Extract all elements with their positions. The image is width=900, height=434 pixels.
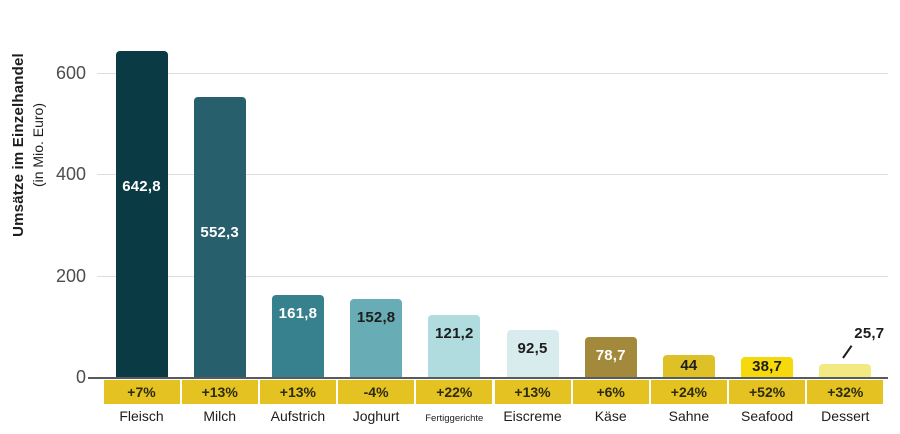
category-label-joghurt: Joghurt [352, 408, 400, 424]
bar-dessert [819, 363, 872, 377]
percent-badge-sahne: +24% [650, 380, 727, 404]
bar-aufstrich [271, 294, 324, 377]
bar-milch [193, 96, 246, 377]
value-label-käse: 78,7 [595, 347, 626, 365]
value-label-joghurt: 152,8 [356, 309, 396, 327]
gridline-600 [97, 72, 888, 74]
value-label-milch: 552,3 [200, 223, 239, 241]
bar-seafood [741, 357, 794, 377]
value-label-dessert: 25,7 [854, 324, 885, 342]
category-label-seafood: Seafood [741, 408, 794, 424]
category-label-eiscreme: Eiscreme [503, 408, 562, 424]
category-label-käse: Käse [594, 408, 627, 424]
value-label-fleisch: 642,8 [122, 177, 161, 195]
value-label-sahne: 44 [680, 356, 698, 374]
category-label-sahne: Sahne [668, 408, 710, 424]
percent-badge-aufstrich: +13% [259, 380, 336, 404]
y-tick-label-0: 0 [75, 367, 86, 387]
bar-fertiggerichte [428, 315, 481, 377]
gridline-200 [97, 275, 888, 277]
category-label-fleisch: Fleisch [119, 408, 164, 424]
value-label-seafood: 38,7 [752, 358, 783, 376]
x-axis-baseline [88, 377, 888, 379]
value-label-fertiggerichte: 121,2 [435, 325, 474, 343]
y-tick-label-600: 600 [55, 62, 86, 83]
leader-line [842, 345, 853, 359]
percent-badge-fertiggerichte: +22% [416, 380, 493, 404]
percent-badge-dessert: +32% [807, 380, 884, 404]
percent-badge-fleisch: +7% [103, 380, 180, 404]
bar-joghurt [350, 299, 403, 377]
percent-badge-joghurt: -4% [338, 380, 415, 404]
bar-käse [584, 337, 637, 377]
category-label-aufstrich: Aufstrich [270, 408, 326, 424]
bar-eiscreme [506, 330, 559, 377]
y-tick-label-400: 400 [55, 164, 86, 184]
gridline-400 [97, 174, 888, 175]
category-label-dessert: Dessert [821, 408, 870, 424]
y-tick-label-200: 200 [55, 265, 86, 286]
percent-badge-milch: +13% [181, 380, 258, 404]
category-label-milch: Milch [203, 408, 237, 424]
category-label-fertiggerichte: Fertiggerichte [425, 413, 484, 424]
percent-badge-seafood: +52% [729, 380, 806, 404]
percent-badge-käse: +6% [572, 380, 649, 404]
value-label-aufstrich: 161,8 [278, 304, 318, 322]
value-label-eiscreme: 92,5 [517, 340, 548, 358]
percent-badge-eiscreme: +13% [494, 380, 571, 404]
bar-sahne [662, 354, 715, 377]
bar-fleisch [115, 50, 168, 377]
